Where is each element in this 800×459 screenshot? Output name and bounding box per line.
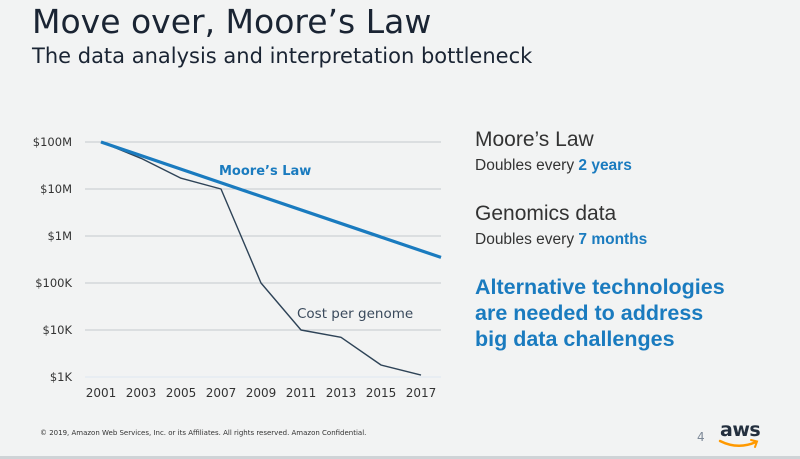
copyright-footer: © 2019, Amazon Web Services, Inc. or its… bbox=[40, 429, 367, 437]
series-lines bbox=[100, 140, 442, 376]
x-tick-label: 2013 bbox=[326, 386, 357, 400]
y-tick-label: $1M bbox=[47, 229, 72, 243]
moore-law-annotation: Moore’s Law bbox=[219, 164, 311, 179]
genomics-rate-prefix: Doubles every bbox=[475, 231, 579, 248]
page-number: 4 bbox=[697, 430, 705, 444]
y-tick-label: $10K bbox=[43, 323, 73, 337]
y-axis: $100M $10M $1M $100K $10K $1K bbox=[33, 135, 73, 384]
aws-smile-icon bbox=[718, 439, 759, 448]
aws-logo-text: aws bbox=[720, 419, 761, 441]
y-tick-label: $10M bbox=[40, 182, 72, 196]
callout-line: are needed to address bbox=[475, 301, 704, 325]
y-tick-label: $100M bbox=[33, 135, 72, 149]
moore-law-block: Moore’s Law Doubles every 2 years bbox=[475, 128, 632, 175]
x-tick-label: 2003 bbox=[126, 386, 157, 400]
moore-law-rate-prefix: Doubles every bbox=[475, 157, 579, 174]
cost-per-genome-annotation: Cost per genome bbox=[297, 306, 413, 322]
x-tick-label: 2001 bbox=[86, 386, 117, 400]
genomics-heading: Genomics data bbox=[475, 202, 617, 225]
moore-law-rate-value: 2 years bbox=[578, 157, 632, 174]
moore-law-rate: Doubles every 2 years bbox=[475, 157, 632, 175]
callout-text: Alternative technologies are needed to a… bbox=[475, 274, 725, 352]
moore-law-line bbox=[100, 140, 442, 259]
y-tick-label: $1K bbox=[50, 370, 73, 384]
callout-line: Alternative technologies bbox=[475, 275, 725, 299]
x-tick-label: 2011 bbox=[286, 386, 317, 400]
x-tick-label: 2005 bbox=[166, 386, 197, 400]
callout-line: big data challenges bbox=[475, 327, 675, 351]
x-axis: 2001 2003 2005 2007 2009 2011 2013 2015 2017 bbox=[86, 386, 437, 400]
x-tick-label: 2015 bbox=[366, 386, 397, 400]
slide-title: Move over, Moore’s Law bbox=[32, 2, 432, 41]
x-tick-label: 2007 bbox=[206, 386, 237, 400]
aws-logo: aws bbox=[718, 419, 761, 448]
genomics-rate-value: 7 months bbox=[578, 231, 648, 248]
x-tick-label: 2009 bbox=[246, 386, 277, 400]
moore-law-heading: Moore’s Law bbox=[475, 128, 594, 151]
genomics-rate: Doubles every 7 months bbox=[475, 231, 647, 249]
y-tick-label: $100K bbox=[35, 276, 72, 290]
slide-subtitle: The data analysis and interpretation bot… bbox=[32, 44, 533, 68]
genomics-block: Genomics data Doubles every 7 months bbox=[475, 202, 647, 249]
bottom-rule bbox=[0, 456, 800, 459]
x-tick-label: 2017 bbox=[406, 386, 437, 400]
